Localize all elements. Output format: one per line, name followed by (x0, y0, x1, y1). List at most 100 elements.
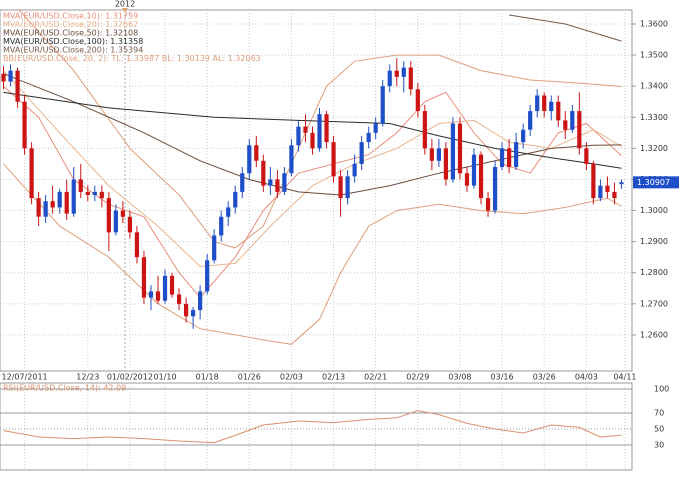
candle-body (528, 111, 533, 130)
candle-body (415, 89, 420, 112)
candle-body (373, 123, 378, 133)
x-tick-label: 02/29 (406, 373, 429, 382)
last-price-box (633, 176, 679, 189)
candle-body (205, 260, 210, 292)
candle-body (219, 216, 224, 236)
candle-body (148, 291, 154, 298)
candle-body (366, 132, 371, 143)
candle-body (162, 275, 168, 301)
candle-body (169, 275, 175, 295)
rsi-label: RSI(EUR/USD.Close, 14): 42.09 (3, 384, 126, 393)
candle-body (226, 207, 231, 217)
candle-body (324, 114, 329, 143)
candle-body (22, 101, 27, 149)
rsi-line (3, 410, 622, 444)
y-tick-label: 1.3300 (640, 113, 668, 122)
candle-body (282, 173, 287, 192)
y-tick-label: 1.3500 (640, 51, 668, 60)
x-tick-label: 12/23 (76, 373, 99, 382)
y-tick-label: 1.3400 (640, 82, 668, 91)
candle-body (380, 86, 385, 124)
candle-body (71, 179, 76, 214)
candle-body (78, 179, 83, 192)
x-tick-label: 01/10 (153, 373, 176, 382)
candle-body (612, 191, 617, 199)
candle-body (1, 73, 6, 82)
candle-body (57, 191, 62, 208)
candle-body (317, 114, 322, 149)
candle-body (331, 142, 336, 177)
x-tick-label: 12/07/2011 (2, 373, 48, 382)
candle-body (422, 111, 427, 149)
rsi-panel (0, 382, 633, 471)
y-tick-label: 1.2800 (640, 268, 668, 277)
candle-body (50, 201, 55, 208)
rsi-tick-label: 50 (654, 425, 664, 434)
legend-entry: MVA(EUR/USD.Close,10): 1.31759 (3, 12, 138, 21)
candle-body (141, 257, 147, 298)
candle-body (345, 176, 350, 199)
candle-body (338, 176, 343, 199)
x-tick-label: 02/21 (364, 373, 387, 382)
candle-body (542, 95, 547, 112)
rsi-tick-label: 100 (654, 385, 669, 394)
x-tick-label: 04/03 (575, 373, 598, 382)
candle-body (584, 148, 589, 164)
candle-body (212, 235, 217, 261)
candle-body (436, 148, 441, 161)
candle-body (268, 179, 273, 186)
candle-body (457, 123, 463, 174)
year-marker-label: 2012 (115, 0, 135, 9)
candle-body (443, 148, 449, 180)
candle-body (605, 185, 610, 192)
x-tick-label: 04/11 (613, 373, 636, 382)
candle-body (387, 70, 392, 87)
candle-body (36, 198, 41, 217)
candle-body (619, 182, 624, 185)
candle-body (99, 191, 104, 199)
candle-body (485, 198, 491, 211)
moving-average (3, 91, 622, 169)
candle-body (591, 163, 596, 199)
candle-body (563, 120, 568, 130)
candle-body (15, 70, 20, 102)
candle-body (352, 163, 357, 177)
candle-body (113, 210, 118, 233)
candle-body (478, 154, 484, 199)
candle-body (296, 126, 301, 146)
candle-body (191, 310, 196, 317)
bollinger-upper (18, 10, 622, 249)
candle-body (127, 216, 133, 233)
candle-body (507, 148, 512, 168)
x-tick-label: 03/16 (491, 373, 514, 382)
candle-body (499, 148, 505, 168)
candle-body (64, 191, 69, 214)
candle-body (198, 291, 203, 311)
candle-body (176, 294, 182, 304)
price-panel (0, 9, 633, 372)
candle-body (120, 210, 125, 217)
candle-body (535, 95, 540, 112)
candle-body (275, 179, 280, 192)
legend-entry: BB(EUR/USD.Close, 20, 2): TL: 1.33987 BL… (3, 54, 261, 63)
candle-body (92, 191, 97, 196)
candle-body (8, 70, 13, 82)
candle-body (549, 101, 554, 112)
legend-entry: MVA(EUR/USD.Close,20): 1.32062 (3, 20, 138, 29)
y-tick-label: 1.2900 (640, 237, 668, 246)
last-price-label: 1.30907 (637, 178, 670, 187)
candle-body (450, 123, 456, 180)
candle-body (471, 154, 477, 186)
legend-entry: MVA(EUR/USD.Close,100): 1.31358 (3, 37, 143, 46)
candle-body (598, 185, 603, 199)
candle-body (106, 198, 111, 233)
candle-body (464, 173, 470, 186)
moving-average (509, 14, 622, 42)
candle-body (521, 129, 526, 143)
y-tick-label: 1.3000 (640, 206, 668, 215)
candle-body (401, 67, 406, 77)
candle-body (233, 191, 238, 208)
candle-body (310, 132, 315, 149)
candle-body (240, 173, 245, 192)
